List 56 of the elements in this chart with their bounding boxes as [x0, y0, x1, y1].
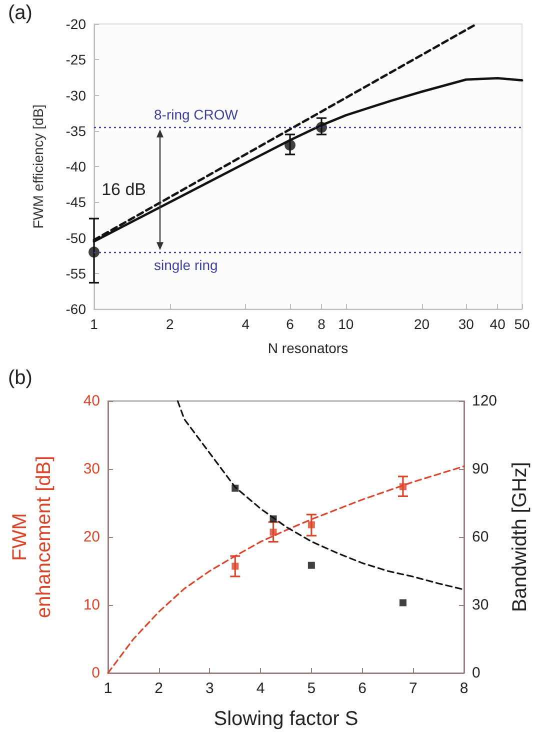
- x-tick-label: 10: [338, 316, 354, 332]
- x-tick-label: 1: [90, 316, 98, 332]
- point: [270, 528, 277, 536]
- point: [399, 483, 406, 490]
- point: [232, 562, 239, 570]
- x-tick-label: 4: [242, 316, 250, 332]
- y-tick-label: -25: [66, 52, 86, 68]
- x-tick-label: 30: [458, 316, 474, 332]
- point: [308, 562, 315, 569]
- x-tick-label: 7: [408, 680, 418, 697]
- x-tick-label: 6: [358, 680, 366, 697]
- point: [308, 521, 315, 528]
- y-tick-label: 20: [83, 528, 100, 546]
- y-tick-label: 40: [83, 392, 100, 410]
- ref-line-label: 8-ring CROW: [154, 106, 239, 122]
- x-tick-label: 20: [414, 316, 430, 332]
- x-axis-title: Slowing factor S: [214, 708, 358, 730]
- y-tick-label: -40: [66, 158, 86, 175]
- y-tick-label: -20: [66, 16, 86, 32]
- chart-title: (b): [8, 367, 32, 390]
- x-tick-label: 50: [514, 316, 530, 332]
- y-tick-label: -35: [66, 122, 86, 139]
- point: [270, 515, 277, 522]
- y2-tick-label: 90: [472, 460, 489, 478]
- x-tick-label: 5: [307, 680, 316, 697]
- line-series: [176, 400, 465, 590]
- annotation: 16 dB: [102, 180, 146, 200]
- y2-tick-label: 0: [472, 664, 480, 682]
- x-axis-title: N resonators: [268, 340, 348, 356]
- y2-tick-label: 30: [472, 596, 489, 614]
- y-tick-label: -55: [66, 265, 86, 282]
- y-tick-label: 10: [83, 596, 100, 614]
- y-tick-label: -45: [66, 194, 86, 210]
- chart-title: (a): [8, 2, 32, 25]
- point: [399, 599, 406, 606]
- y2-axis-title: Bandwidth [GHz]: [508, 462, 531, 612]
- x-tick-label: 4: [256, 680, 265, 697]
- y2-tick-label: 60: [472, 528, 489, 546]
- x-tick-label: 8: [460, 680, 468, 697]
- x-tick-label: 1: [104, 680, 112, 697]
- y-tick-label: 0: [92, 664, 100, 682]
- x-tick-label: 3: [206, 680, 214, 697]
- x-tick-label: 2: [166, 316, 174, 332]
- x-tick-label: 8: [318, 316, 326, 332]
- x-tick-label: 6: [286, 316, 294, 332]
- y-axis-title: FWM efficiency [dB]: [30, 104, 46, 229]
- x-tick-label: 2: [154, 680, 164, 697]
- y-tick-label: -60: [66, 301, 86, 318]
- x-tick-label: 40: [490, 316, 506, 332]
- y2-tick-label: 120: [472, 392, 498, 410]
- ref-line-label: single ring: [154, 257, 218, 274]
- y-tick-label: -50: [66, 230, 86, 246]
- y-tick-label: -30: [66, 87, 86, 104]
- y-tick-label: 30: [83, 460, 100, 478]
- y-axis-title: FWM enhancement [dB]: [9, 456, 55, 618]
- point: [232, 484, 239, 492]
